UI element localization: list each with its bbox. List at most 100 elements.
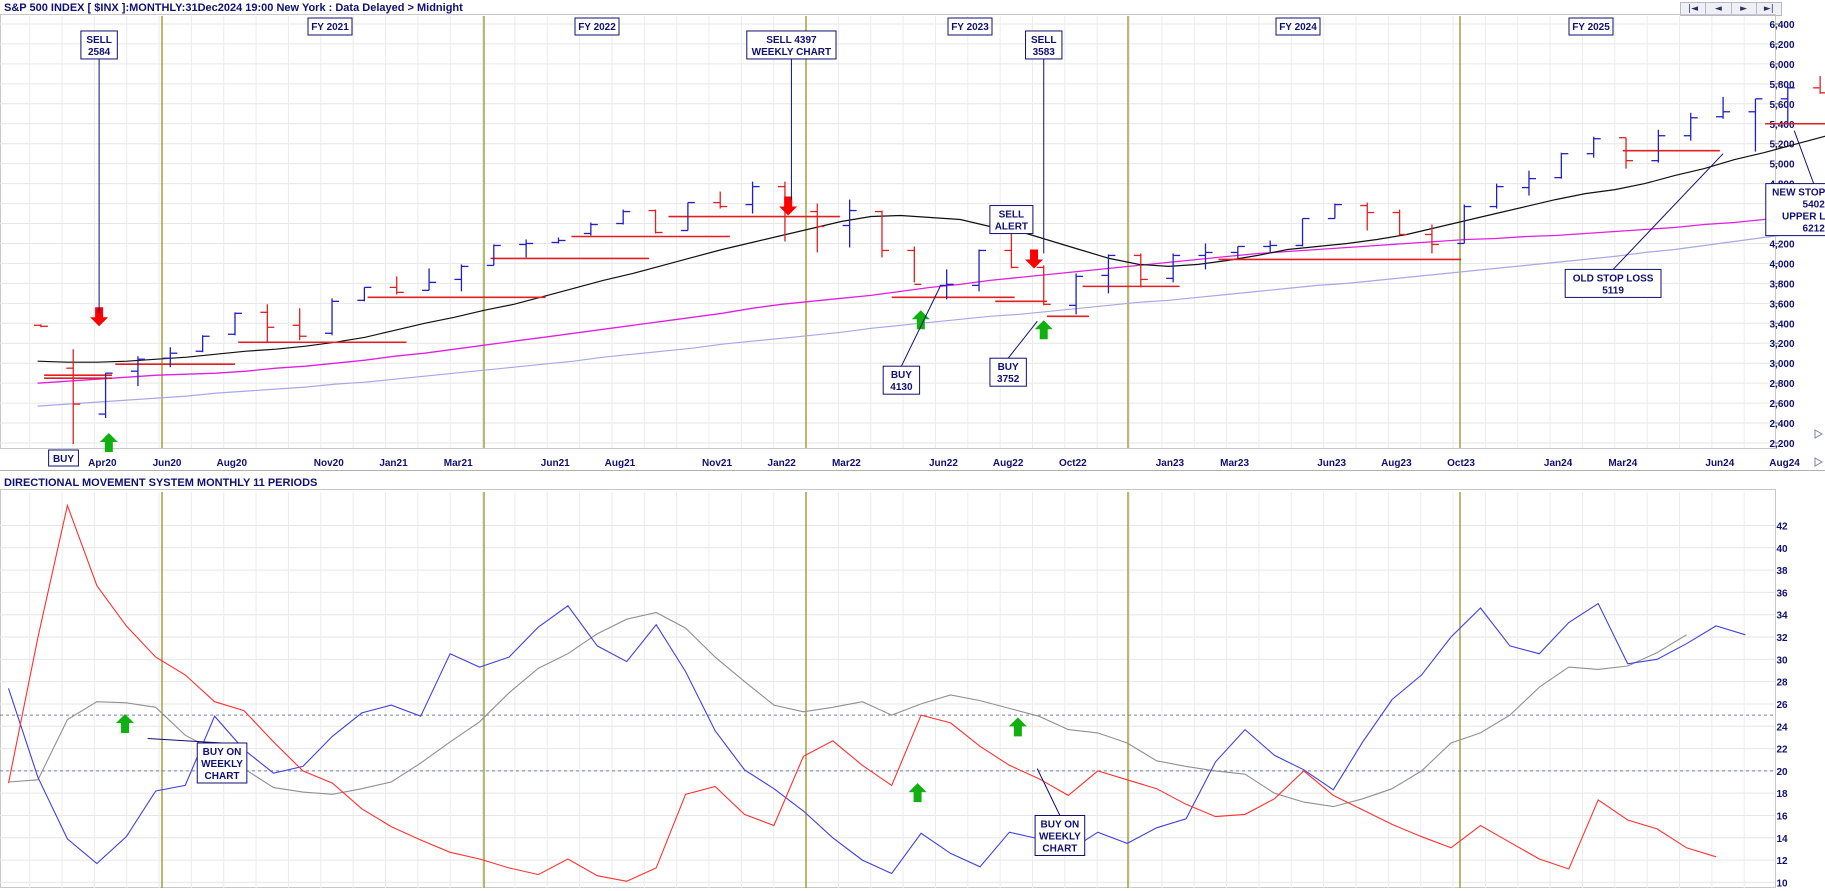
price-annotation: BUY bbox=[48, 449, 79, 467]
price-x-tick-label: Jun24 bbox=[1705, 458, 1734, 469]
ohlc-bar bbox=[1198, 243, 1213, 270]
price-x-tick-label: Oct23 bbox=[1447, 458, 1475, 469]
ohlc-bar bbox=[745, 181, 760, 214]
dms-y-tick-label: 28 bbox=[1776, 678, 1788, 689]
ohlc-bar bbox=[1166, 253, 1181, 283]
price-y-tick-label: 3,800 bbox=[1769, 279, 1794, 290]
ohlc-bar bbox=[1780, 86, 1795, 124]
ohlc-bar bbox=[260, 304, 275, 343]
annotation-text: BUY bbox=[891, 370, 912, 381]
dms-y-tick-label: 14 bbox=[1776, 834, 1788, 845]
ohlc-bar bbox=[616, 209, 631, 225]
annotation-text: ALERT bbox=[995, 222, 1028, 233]
price-x-tick-label: Nov20 bbox=[314, 458, 344, 469]
price-x-tick-label: Aug22 bbox=[993, 458, 1024, 469]
price-y-tick-label: 5,000 bbox=[1769, 160, 1794, 171]
annotation-box bbox=[196, 742, 248, 784]
ma-long-line bbox=[37, 228, 1825, 407]
annotation-text: 3583 bbox=[1033, 47, 1056, 58]
ohlc-bar bbox=[1586, 136, 1601, 158]
annotation-text: CHART bbox=[205, 771, 240, 782]
fiscal-year-box bbox=[1275, 17, 1321, 36]
nav-prev-button[interactable]: ◄ bbox=[1706, 3, 1732, 15]
annotation-text: SELL 4397 bbox=[766, 35, 817, 46]
ohlc-bar bbox=[810, 203, 825, 253]
price-x-tick-label: Jun23 bbox=[1317, 458, 1346, 469]
annotation-text: UPPER LIMIT bbox=[1782, 212, 1825, 223]
dms-y-tick-label: 18 bbox=[1776, 789, 1788, 800]
buy-signal-arrow bbox=[911, 310, 930, 330]
annotation-box bbox=[989, 205, 1034, 235]
ohlc-bar bbox=[1813, 75, 1825, 94]
price-x-tick-label: Jun21 bbox=[541, 458, 570, 469]
ohlc-bar bbox=[972, 249, 987, 292]
dms-y-tick-label: 30 bbox=[1776, 655, 1788, 666]
annotation-text: 6212 bbox=[1803, 224, 1825, 235]
buy-signal-arrow bbox=[99, 433, 118, 453]
annotation-text: SELL bbox=[1031, 35, 1057, 46]
ohlc-bar bbox=[1424, 224, 1439, 254]
ohlc-bar bbox=[551, 237, 566, 244]
adx-line bbox=[8, 611, 1687, 808]
ohlc-bar bbox=[648, 209, 663, 234]
annotation-text: BUY ON bbox=[203, 747, 242, 758]
annotation-text: SELL bbox=[86, 35, 112, 46]
ohlc-bar bbox=[1360, 202, 1375, 231]
price-y-tick-label: 5,200 bbox=[1769, 140, 1794, 151]
nav-next-button[interactable]: ► bbox=[1732, 3, 1757, 15]
fiscal-year-label: FY 2024 bbox=[1275, 17, 1321, 36]
annotation-leader bbox=[900, 286, 941, 367]
sell-signal-arrow bbox=[90, 307, 109, 327]
price-y-tick-label: 3,400 bbox=[1769, 319, 1794, 330]
sell-signal-arrow bbox=[779, 196, 798, 216]
ohlc-bar bbox=[1392, 209, 1407, 236]
ohlc-bar bbox=[1101, 254, 1116, 294]
price-y-tick-label: 4,000 bbox=[1769, 259, 1794, 270]
annotation-box bbox=[1025, 30, 1063, 60]
plus-di-line bbox=[7, 602, 1746, 875]
annotation-leader bbox=[1612, 153, 1724, 270]
fiscal-year-box bbox=[307, 17, 353, 36]
annotation-text: 3752 bbox=[997, 374, 1020, 385]
annotation-box bbox=[1564, 268, 1662, 298]
price-y-tick-label: 6,000 bbox=[1769, 60, 1794, 71]
fiscal-year-box bbox=[947, 17, 993, 36]
price-x-tick-label: Apr20 bbox=[88, 458, 117, 469]
nav-first-button[interactable]: |◄ bbox=[1681, 3, 1707, 15]
ohlc-bar bbox=[842, 199, 857, 248]
annotation-leader bbox=[1793, 130, 1815, 184]
fiscal-year-label: FY 2022 bbox=[574, 17, 620, 36]
ohlc-bar bbox=[486, 244, 501, 267]
price-y-tick-label: 4,200 bbox=[1769, 239, 1794, 250]
dms-y-tick-label: 38 bbox=[1776, 566, 1788, 577]
annotation-box bbox=[882, 365, 921, 395]
ohlc-bar bbox=[713, 191, 728, 209]
annotation-box bbox=[1034, 814, 1086, 856]
dms-y-tick-label: 36 bbox=[1776, 588, 1788, 599]
annotation-text: SELL bbox=[999, 210, 1025, 221]
dms-y-tick-label: 12 bbox=[1776, 856, 1788, 867]
annotation-text: 2584 bbox=[88, 47, 111, 58]
annotation-text: BUY ON bbox=[1041, 819, 1080, 830]
annotation-text: NEW STOP LOSS bbox=[1772, 188, 1825, 199]
ohlc-bar bbox=[163, 347, 178, 368]
nav-last-button[interactable]: ►| bbox=[1763, 4, 1774, 14]
price-x-tick-label: Mar22 bbox=[832, 458, 861, 469]
ohlc-bar bbox=[357, 286, 372, 302]
price-x-tick-label: Mar21 bbox=[444, 458, 473, 469]
annotation-text: 5119 bbox=[1602, 285, 1624, 296]
annotation-leader bbox=[1036, 768, 1061, 816]
ohlc-bar bbox=[1457, 204, 1472, 245]
annotation-box bbox=[746, 30, 837, 60]
ohlc-bar bbox=[1554, 152, 1569, 179]
ohlc-bar bbox=[1619, 137, 1634, 169]
scroll-right-marker bbox=[1814, 457, 1824, 467]
dms-y-tick-label: 26 bbox=[1776, 700, 1788, 711]
ohlc-bar bbox=[939, 269, 954, 300]
buy-signal-arrow bbox=[1034, 320, 1053, 340]
ohlc-bar bbox=[292, 308, 307, 341]
annotation-text: 4130 bbox=[890, 382, 913, 393]
